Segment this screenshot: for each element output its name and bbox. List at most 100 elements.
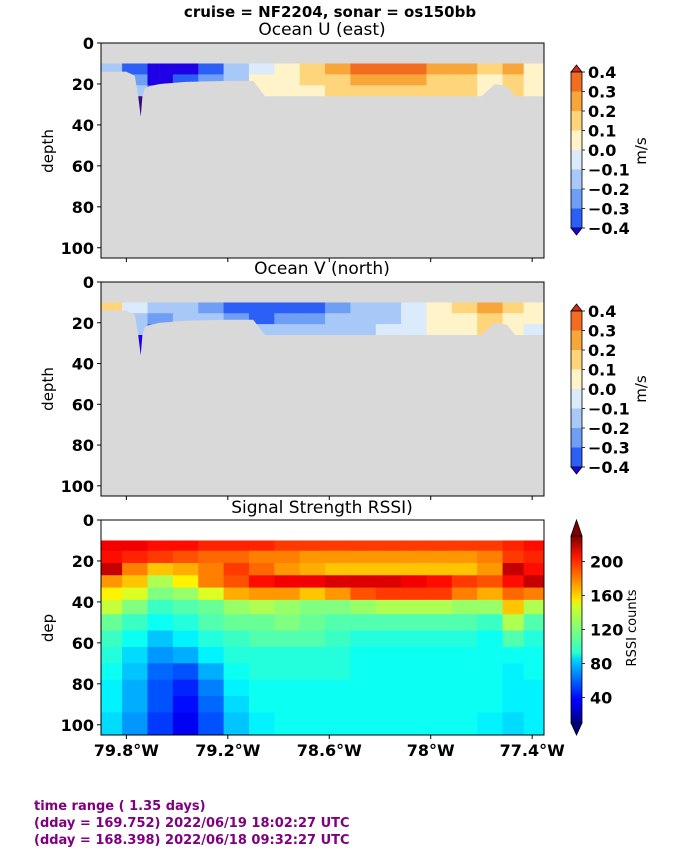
velocity-cell: [198, 63, 225, 75]
rssi-cell: [502, 646, 525, 664]
rssi-cell: [147, 575, 174, 589]
velocity-cell: [147, 74, 174, 86]
rssi-cell: [248, 663, 275, 681]
rssi-cell: [325, 679, 351, 697]
rssi-cell: [147, 614, 174, 632]
rssi-cell: [401, 599, 428, 615]
colorbar-tick-label: 0.1: [588, 122, 616, 141]
velocity-cell: [274, 302, 301, 314]
velocity-cell: [147, 313, 174, 325]
rssi-cell: [248, 540, 275, 552]
rssi-cell: [147, 599, 174, 615]
ylabel-v: depth: [39, 367, 57, 411]
rssi-cell: [401, 679, 428, 697]
colorbar-band: [571, 311, 582, 331]
rssi-cell: [350, 575, 377, 589]
rssi-cell: [223, 587, 250, 601]
rssi-cell: [477, 614, 504, 632]
y-axis-rssi: 0 20 40 60 80 100: [61, 511, 101, 735]
velocity-cell: [101, 302, 123, 314]
rssi-cell: [147, 550, 174, 564]
velocity-cell: [248, 85, 275, 97]
rssi-cell: [101, 614, 123, 632]
velocity-cell: [325, 85, 351, 97]
rssi-cell: [122, 663, 149, 681]
velocity-cell: [325, 313, 351, 325]
rssi-cell: [325, 646, 351, 664]
rssi-cell: [274, 563, 301, 576]
velocity-cell: [122, 302, 149, 314]
rssi-cell: [101, 599, 123, 615]
rssi-cell: [122, 614, 149, 632]
rssi-cell: [502, 575, 525, 589]
rssi-cell: [122, 599, 149, 615]
colorbar-u: 0.40.30.20.10.0−0.1−0.2−0.3−0.4: [570, 63, 630, 238]
velocity-cell: [401, 324, 428, 336]
colorbar-band: [571, 389, 582, 409]
colorbar-band: [571, 130, 582, 151]
rssi-cell: [451, 663, 478, 681]
rssi-cell: [172, 540, 199, 552]
velocity-cell: [325, 324, 351, 336]
rssi-cell: [350, 696, 377, 714]
velocity-cell: [172, 63, 199, 75]
rssi-cell: [274, 599, 301, 615]
rssi-cell: [147, 587, 174, 601]
velocity-cell: [223, 313, 250, 325]
rssi-cell: [248, 614, 275, 632]
rssi-cell: [523, 630, 544, 648]
rssi-cell: [523, 726, 544, 735]
rssi-cell: [274, 575, 301, 589]
colorbar-band: [571, 350, 582, 370]
y-tick-label: 100: [61, 477, 94, 496]
rssi-cell: [477, 550, 504, 564]
rssi-cell: [426, 587, 453, 601]
velocity-cell: [502, 302, 525, 314]
velocity-cell: [375, 302, 402, 314]
velocity-cell: [451, 302, 478, 314]
rssi-cell: [401, 587, 428, 601]
rssi-cell: [172, 679, 199, 697]
rssi-cell: [172, 646, 199, 664]
rssi-cell: [101, 587, 123, 601]
rssi-cell: [122, 550, 149, 564]
heatmap-v: [101, 282, 544, 496]
rssi-cell: [172, 563, 199, 576]
colorbar-band: [571, 189, 582, 209]
velocity-cell: [274, 313, 301, 325]
rssi-cell: [248, 679, 275, 697]
velocity-cell: [274, 324, 301, 336]
y-tick-label: 60: [72, 395, 94, 414]
rssi-cell: [147, 663, 174, 681]
rssi-cell: [477, 575, 504, 589]
rssi-cell: [274, 663, 301, 681]
rssi-cell: [223, 630, 250, 648]
footer-line-start: (dday = 168.398) 2022/06/18 09:32:27 UTC: [34, 833, 350, 848]
footer-line-end: (dday = 169.752) 2022/06/19 18:02:27 UTC: [34, 816, 350, 831]
velocity-cell: [198, 313, 225, 325]
velocity-cell: [375, 85, 402, 97]
rssi-cell: [223, 563, 250, 576]
rssi-cell: [274, 550, 301, 564]
rssi-cell: [477, 646, 504, 664]
velocity-cell: [122, 63, 149, 75]
x-tick-label: 78°W: [407, 741, 455, 760]
trench-cells: [137, 96, 144, 117]
colorbar-band: [571, 91, 582, 112]
velocity-cell: [451, 324, 478, 336]
rssi-cell: [223, 696, 250, 714]
rssi-cell: [451, 587, 478, 601]
rssi-cell: [426, 575, 453, 589]
rssi-cell: [451, 696, 478, 714]
y-tick-label: 20: [72, 552, 94, 571]
rssi-cell: [350, 563, 377, 576]
rssi-cell: [502, 563, 525, 576]
rssi-cell: [299, 587, 326, 601]
velocity-cell: [325, 302, 351, 314]
time-range-footer: time range ( 1.35 days) (dday = 169.752)…: [34, 798, 350, 849]
velocity-cell: [451, 313, 478, 325]
colorbar-band: [571, 169, 582, 190]
velocity-cell: [523, 63, 544, 75]
rssi-cell: [172, 575, 199, 589]
rssi-cell: [502, 630, 525, 648]
